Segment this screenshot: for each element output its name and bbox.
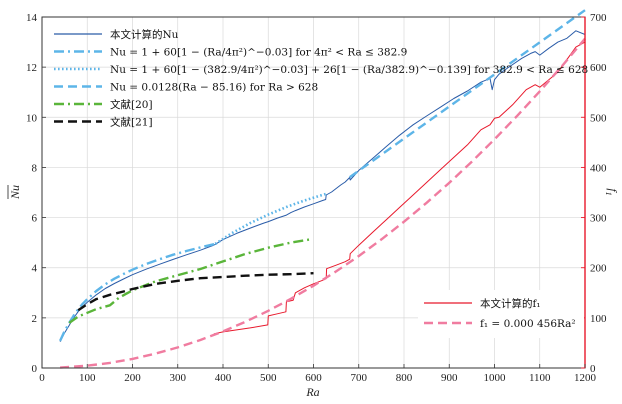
y-left-axis-label: Nu	[8, 185, 22, 200]
x-tick-label: 500	[260, 372, 277, 384]
series-line-1	[59, 30, 586, 342]
x-axis-label: Ra	[305, 385, 319, 399]
y-right-tick-label: 200	[590, 263, 607, 275]
series-line-7	[213, 41, 586, 335]
y-right-axis-label-sub: 1	[604, 192, 613, 196]
x-tick-label: 700	[351, 372, 368, 384]
legend-top-item-label: Nu = 1 + 60[1 − (Ra/4π²)^−0.03] for 4π² …	[110, 47, 407, 59]
y-right-tick-label: 100	[590, 313, 607, 325]
series-line-5	[68, 238, 310, 324]
ticks-layer: 0 100 200 300 400 500 600 700 800 900 1000 1100 1200…	[26, 12, 607, 384]
y-right-tick-label: 500	[590, 112, 607, 124]
legend-top-item-label: 本文计算的Nu	[110, 28, 179, 41]
x-tick-label: 300	[170, 372, 187, 384]
x-tick-label: 600	[305, 372, 322, 384]
y-right-axis-label-main: f	[606, 188, 620, 193]
legend-bottom-item-label: 本文计算的f₁	[480, 297, 541, 310]
series-line-2	[59, 242, 216, 342]
y-right-axis-label-group: f1	[604, 188, 620, 195]
x-tick-label: 1000	[484, 372, 507, 384]
x-tick-label: 400	[215, 372, 232, 384]
y-left-axis-label-group: Nu	[7, 185, 22, 200]
legend-top-item-label: Nu = 1 + 60[1 − (382.9/4π²)^−0.03] + 26[…	[110, 64, 588, 76]
legend-bottom-box	[418, 290, 584, 338]
y-left-tick-label: 6	[32, 213, 38, 225]
y-left-tick-label: 8	[32, 162, 38, 174]
x-tick-label: 1100	[529, 372, 551, 384]
y-right-tick-label: 400	[590, 162, 607, 174]
y-right-tick-label: 0	[590, 363, 596, 375]
y-left-tick-label: 10	[26, 112, 38, 124]
series-line-8	[60, 37, 586, 369]
legend-top-item-label: 文献[21]	[110, 116, 153, 129]
legend-top-item-label: Nu = 0.0128(Ra − 85.16) for Ra > 628	[110, 82, 318, 94]
x-tick-label: 100	[79, 372, 96, 384]
legend-top: 本文计算的Nu Nu = 1 + 60[1 − (Ra/4π²)^−0.03] f…	[54, 28, 588, 129]
y-left-tick-label: 14	[26, 12, 38, 24]
x-tick-label: 1200	[574, 372, 597, 384]
y-left-tick-label: 4	[32, 263, 38, 275]
y-right-tick-label: 600	[590, 62, 607, 74]
series-line-3	[214, 192, 327, 245]
legend-top-item-label: 文献[20]	[110, 98, 153, 111]
legend-bottom: 本文计算的f₁ f₁ = 0.000 456Ra²	[424, 297, 576, 330]
y-left-tick-label: 12	[26, 62, 37, 74]
x-tick-label: 900	[441, 372, 458, 384]
y-left-tick-label: 0	[32, 363, 38, 375]
x-tick-label: 200	[124, 372, 141, 384]
y-left-tick-label: 2	[32, 313, 38, 325]
x-tick-label: 800	[396, 372, 413, 384]
x-tick-label: 0	[39, 372, 45, 384]
legend-bottom-item-label: f₁ = 0.000 456Ra²	[480, 318, 576, 330]
y-right-axis-label: f1	[604, 188, 620, 195]
series-layer	[59, 9, 586, 369]
y-right-tick-label: 700	[590, 12, 607, 24]
y-right-tick-label: 300	[590, 213, 607, 225]
